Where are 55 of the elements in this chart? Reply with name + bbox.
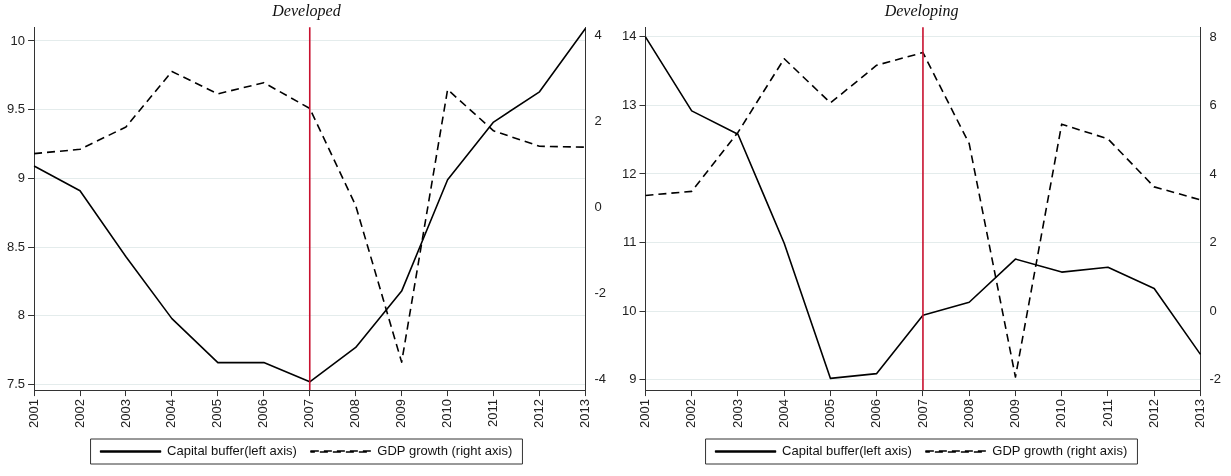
y-tick-label: 12 [621, 165, 637, 181]
y-tick-label: 9.5 [6, 101, 26, 117]
x-tick-label: 2004 [163, 399, 179, 428]
y2-tick-label: 0 [594, 199, 602, 215]
y-tick-label: 10 [621, 302, 637, 318]
y-tick-label: 9 [629, 371, 637, 387]
x-tick-label: 2007 [914, 399, 930, 428]
y2-tick-label: 2 [594, 113, 602, 129]
x-tick-label: 2006 [868, 399, 884, 428]
x-tick-label: 2002 [683, 399, 699, 428]
x-tick-label: 2009 [1007, 399, 1023, 428]
x-tick-label: 2013 [577, 399, 593, 428]
x-tick-label: 2010 [1053, 399, 1069, 428]
y2-tick-label: -2 [1209, 371, 1221, 387]
legend-label: Capital buffer(left axis) [782, 443, 912, 459]
x-tick-label: 2010 [439, 399, 455, 428]
y2-tick-label: -4 [594, 371, 606, 387]
x-tick-label: 2008 [347, 399, 363, 428]
x-tick-label: 2009 [393, 399, 409, 428]
y-tick-label: 9 [17, 169, 26, 185]
y2-tick-label: 6 [1209, 97, 1217, 113]
legend-label: GDP growth (right axis) [377, 443, 513, 459]
x-tick-label: 2004 [775, 399, 791, 428]
y-tick-label: 14 [621, 28, 637, 44]
y-tick-label: 7.5 [6, 376, 26, 392]
x-tick-label: 2011 [485, 399, 501, 428]
x-tick-label: 2007 [301, 399, 317, 428]
x-tick-label: 2005 [209, 399, 225, 428]
x-tick-label: 2001 [637, 399, 653, 428]
x-tick-label: 2008 [960, 399, 976, 428]
x-tick-label: 2012 [1145, 399, 1161, 428]
y2-tick-label: 8 [1209, 28, 1217, 44]
y-tick-label: 10 [10, 32, 26, 48]
y2-tick-label: 4 [594, 27, 602, 43]
x-tick-label: 2003 [117, 399, 133, 428]
y-tick-label: 8.5 [6, 238, 26, 254]
x-tick-label: 2005 [822, 399, 838, 428]
x-tick-label: 2003 [729, 399, 745, 428]
chart-title: Developed [271, 1, 342, 20]
y-tick-label: 11 [622, 234, 637, 250]
x-tick-label: 2006 [255, 399, 271, 428]
legend-label: Capital buffer(left axis) [167, 443, 297, 459]
x-tick-label: 2012 [531, 399, 547, 428]
x-tick-label: 2001 [25, 399, 41, 428]
x-tick-label: 2011 [1099, 399, 1115, 428]
chart-title: Developing [883, 1, 959, 20]
y-tick-label: 8 [17, 307, 26, 323]
x-tick-label: 2013 [1192, 399, 1208, 428]
legend-label: GDP growth (right axis) [992, 443, 1128, 459]
y2-tick-label: 2 [1209, 234, 1217, 250]
x-tick-label: 2002 [71, 399, 87, 428]
y2-tick-label: 0 [1209, 302, 1217, 318]
y2-tick-label: -2 [594, 285, 606, 301]
y-tick-label: 13 [621, 96, 637, 112]
y2-tick-label: 4 [1209, 165, 1217, 181]
